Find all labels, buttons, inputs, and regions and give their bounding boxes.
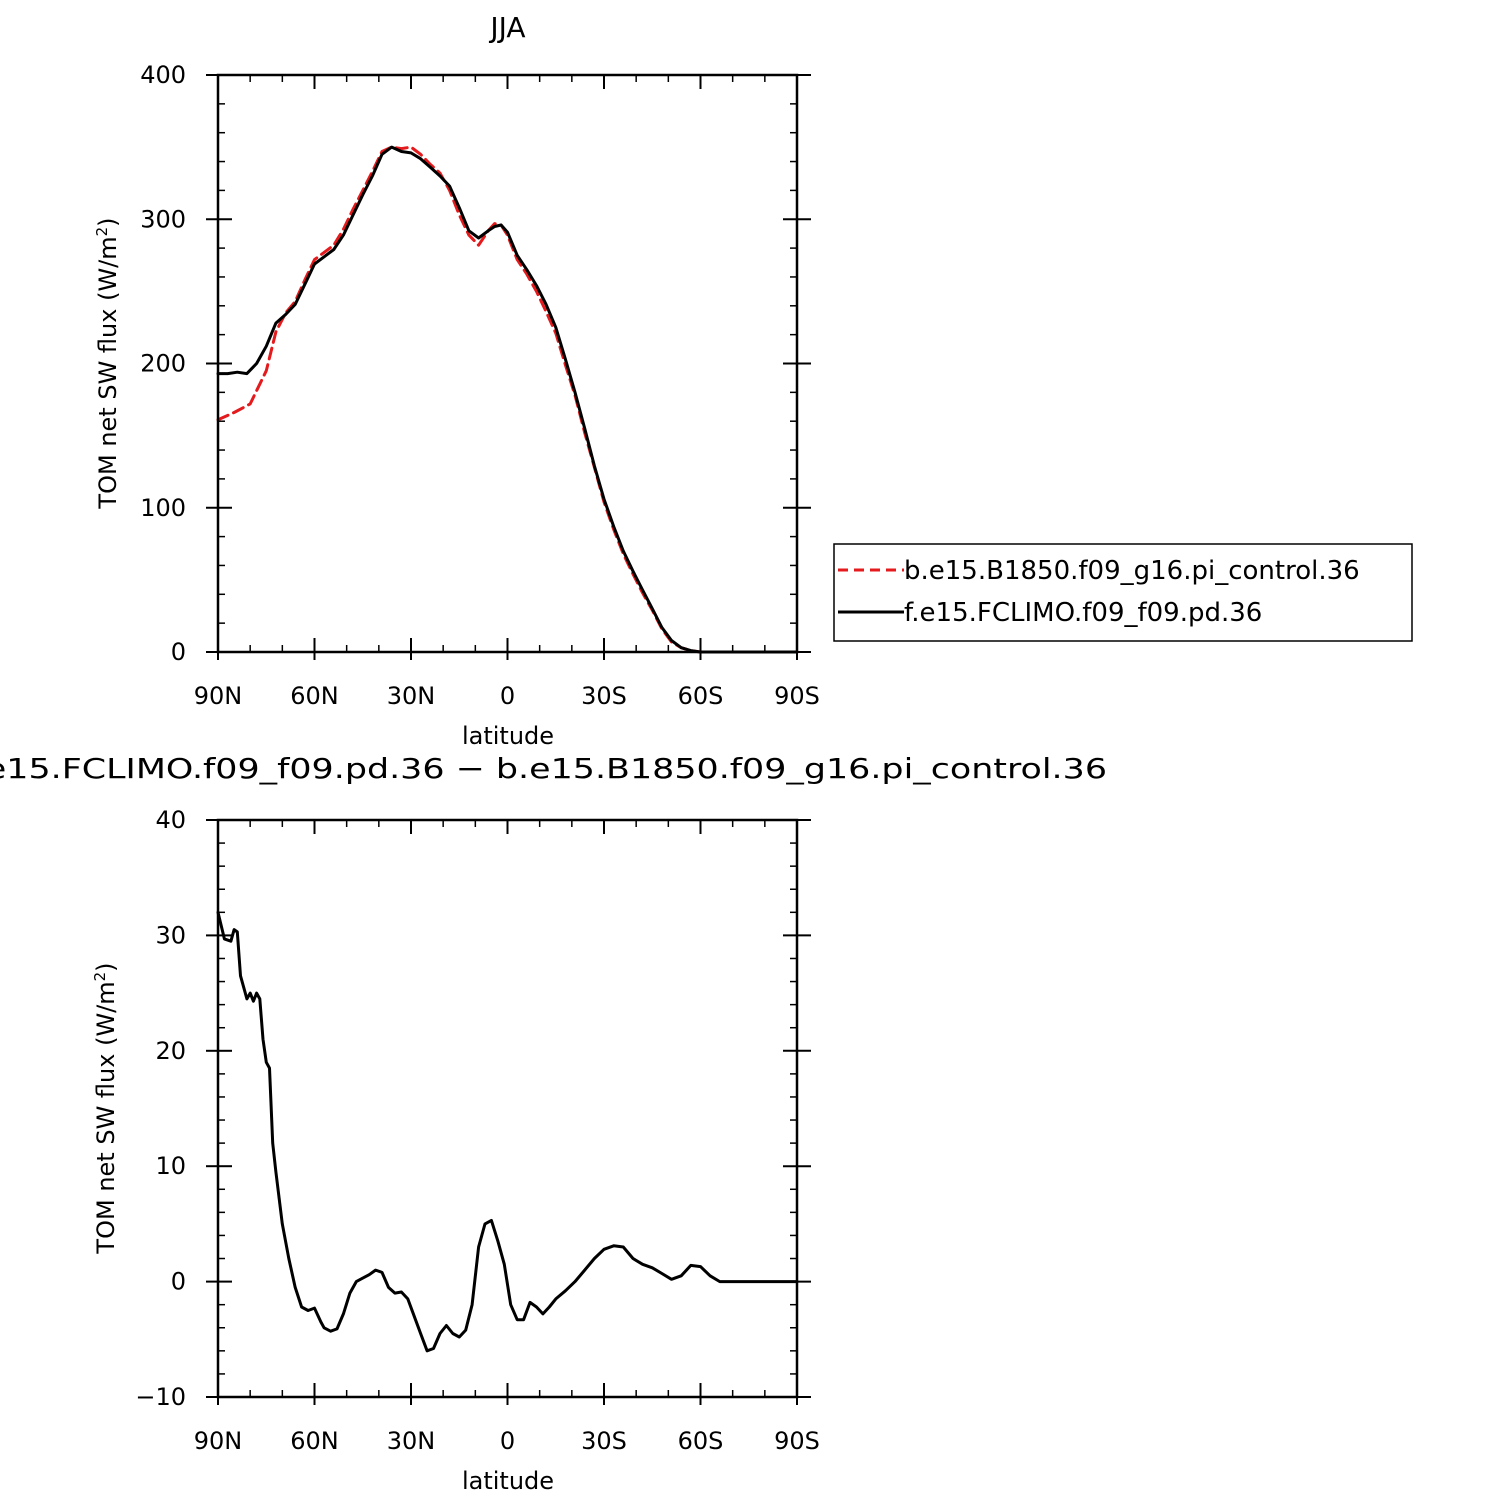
top-y-tick-label: 200 xyxy=(140,350,186,378)
bottom-x-tick-label: 90N xyxy=(194,1427,243,1455)
bottom-y-axis-title: TOM net SW flux (W/m2) xyxy=(91,962,120,1254)
bottom-y-tick-label: 40 xyxy=(155,806,186,834)
top-y-axis-title-main: TOM net SW flux (W/m xyxy=(94,236,122,509)
bottom-panel: f.e15.FCLIMO.f09_f09.pd.36 − b.e15.B1850… xyxy=(0,752,1107,1495)
top-y-tick-label: 100 xyxy=(140,494,186,522)
bottom-y-tick-label: 0 xyxy=(171,1268,186,1296)
bottom-y-tick-labels: −10 0 10 20 30 40 xyxy=(135,806,186,1411)
top-y-axis-title: TOM net SW flux (W/m2) xyxy=(93,217,122,509)
top-x-tick-label: 60S xyxy=(678,682,724,710)
top-plot-frame xyxy=(216,73,799,654)
legend-label-fclimo: f.e15.FCLIMO.f09_f09.pd.36 xyxy=(904,598,1262,628)
top-y-axis-title-end: ) xyxy=(94,217,122,226)
bottom-series-layer xyxy=(216,910,799,1353)
top-panel: JJA 90N 60N 30N 0 30S 60S 90S 0 100 200 300 400 la… xyxy=(93,11,820,750)
bottom-x-tick-label: 60N xyxy=(290,1427,339,1455)
bottom-y-axis-title-main: TOM net SW flux (W/m xyxy=(92,981,120,1254)
bottom-x-tick-label: 30S xyxy=(581,1427,627,1455)
top-y-tick-label: 0 xyxy=(171,638,186,666)
bottom-chart-title: f.e15.FCLIMO.f09_f09.pd.36 − b.e15.B1850… xyxy=(0,752,1107,785)
top-y-tick-label: 300 xyxy=(140,205,186,233)
bottom-x-tick-label: 90S xyxy=(774,1427,820,1455)
top-series-line-1 xyxy=(216,145,799,654)
top-x-axis-title: latitude xyxy=(462,722,554,750)
bottom-y-tick-label: 10 xyxy=(155,1152,186,1180)
top-x-tick-label: 30N xyxy=(387,682,436,710)
legend-label-control: b.e15.B1850.f09_g16.pi_control.36 xyxy=(904,556,1360,586)
bottom-x-tick-label: 30N xyxy=(387,1427,436,1455)
legend-frame xyxy=(833,543,1413,642)
bottom-y-tick-label: 20 xyxy=(155,1037,186,1065)
top-series-layer xyxy=(216,145,799,654)
bottom-x-tick-label: 0 xyxy=(500,1427,515,1455)
top-x-tick-label: 90N xyxy=(194,682,243,710)
bottom-x-tick-label: 60S xyxy=(678,1427,724,1455)
top-chart-title: JJA xyxy=(488,11,525,44)
bottom-plot-frame xyxy=(216,818,799,1399)
bottom-x-tick-labels: 90N 60N 30N 0 30S 60S 90S xyxy=(194,1427,820,1455)
top-y-tick-labels: 0 100 200 300 400 xyxy=(140,61,186,666)
top-y-tick-label: 400 xyxy=(140,61,186,89)
top-x-tick-label: 60N xyxy=(290,682,339,710)
top-y-axis-title-sup: 2 xyxy=(93,227,111,237)
bottom-y-axis-title-end: ) xyxy=(92,962,120,971)
bottom-series-line-0 xyxy=(216,910,799,1353)
top-x-tick-label: 30S xyxy=(581,682,627,710)
legend: b.e15.B1850.f09_g16.pi_control.36 f.e15.… xyxy=(833,543,1413,642)
bottom-y-tick-label: −10 xyxy=(135,1383,186,1411)
top-x-tick-label: 0 xyxy=(500,682,515,710)
bottom-y-axis-title-sup: 2 xyxy=(91,972,109,982)
top-x-tick-labels: 90N 60N 30N 0 30S 60S 90S xyxy=(194,682,820,710)
bottom-x-axis-title: latitude xyxy=(462,1467,554,1495)
top-x-tick-label: 90S xyxy=(774,682,820,710)
bottom-y-tick-label: 30 xyxy=(155,921,186,949)
